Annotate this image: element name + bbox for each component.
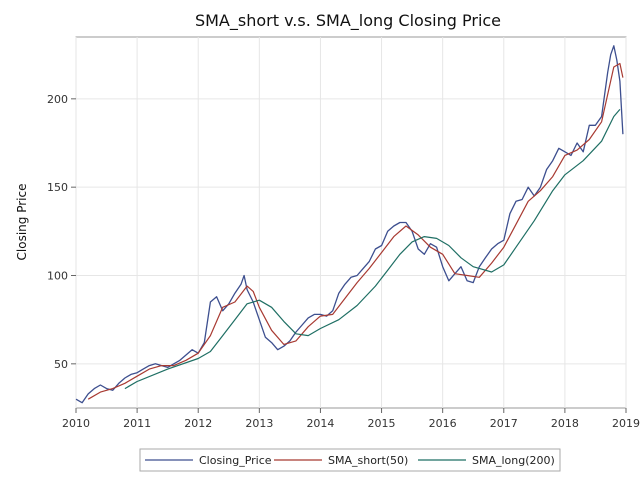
legend-box bbox=[139, 448, 561, 472]
y-tick-label: 150 bbox=[47, 181, 68, 194]
y-tick-label: 100 bbox=[47, 270, 68, 283]
y-axis-ticks: 50 100 150 200 bbox=[47, 93, 76, 371]
x-tick-label: 2012 bbox=[184, 417, 212, 430]
legend: Closing_Price SMA_short(50) SMA_long(200… bbox=[139, 448, 561, 472]
series-line-sma-long-200 bbox=[124, 109, 621, 390]
x-tick-label: 2010 bbox=[62, 417, 90, 430]
x-tick-label: 2016 bbox=[429, 417, 457, 430]
x-axis-ticks: 2010 2011 2012 2013 2014 2015 2016 2017 2018 2019 bbox=[62, 408, 640, 430]
chart-title: SMA_short v.s. SMA_long Closing Price bbox=[195, 11, 501, 31]
plot-area bbox=[75, 36, 627, 409]
x-tick-label: 2011 bbox=[123, 417, 151, 430]
x-tick-label: 2019 bbox=[612, 417, 640, 430]
x-tick-label: 2014 bbox=[306, 417, 334, 430]
y-axis-label: Closing Price bbox=[15, 184, 29, 261]
series-line-sma-short-50 bbox=[87, 62, 624, 400]
x-tick-label: 2015 bbox=[368, 417, 396, 430]
legend-label-closing-price: Closing_Price bbox=[199, 454, 272, 467]
legend-label-sma-long: SMA_long(200) bbox=[472, 454, 555, 467]
x-tick-label: 2017 bbox=[490, 417, 518, 430]
series-layer bbox=[75, 45, 624, 404]
grid-lines bbox=[75, 37, 627, 408]
legend-label-sma-short: SMA_short(50) bbox=[328, 454, 408, 467]
x-tick-label: 2018 bbox=[551, 417, 579, 430]
y-tick-label: 50 bbox=[54, 358, 68, 371]
x-tick-label: 2013 bbox=[245, 417, 273, 430]
y-tick-label: 200 bbox=[47, 93, 68, 106]
